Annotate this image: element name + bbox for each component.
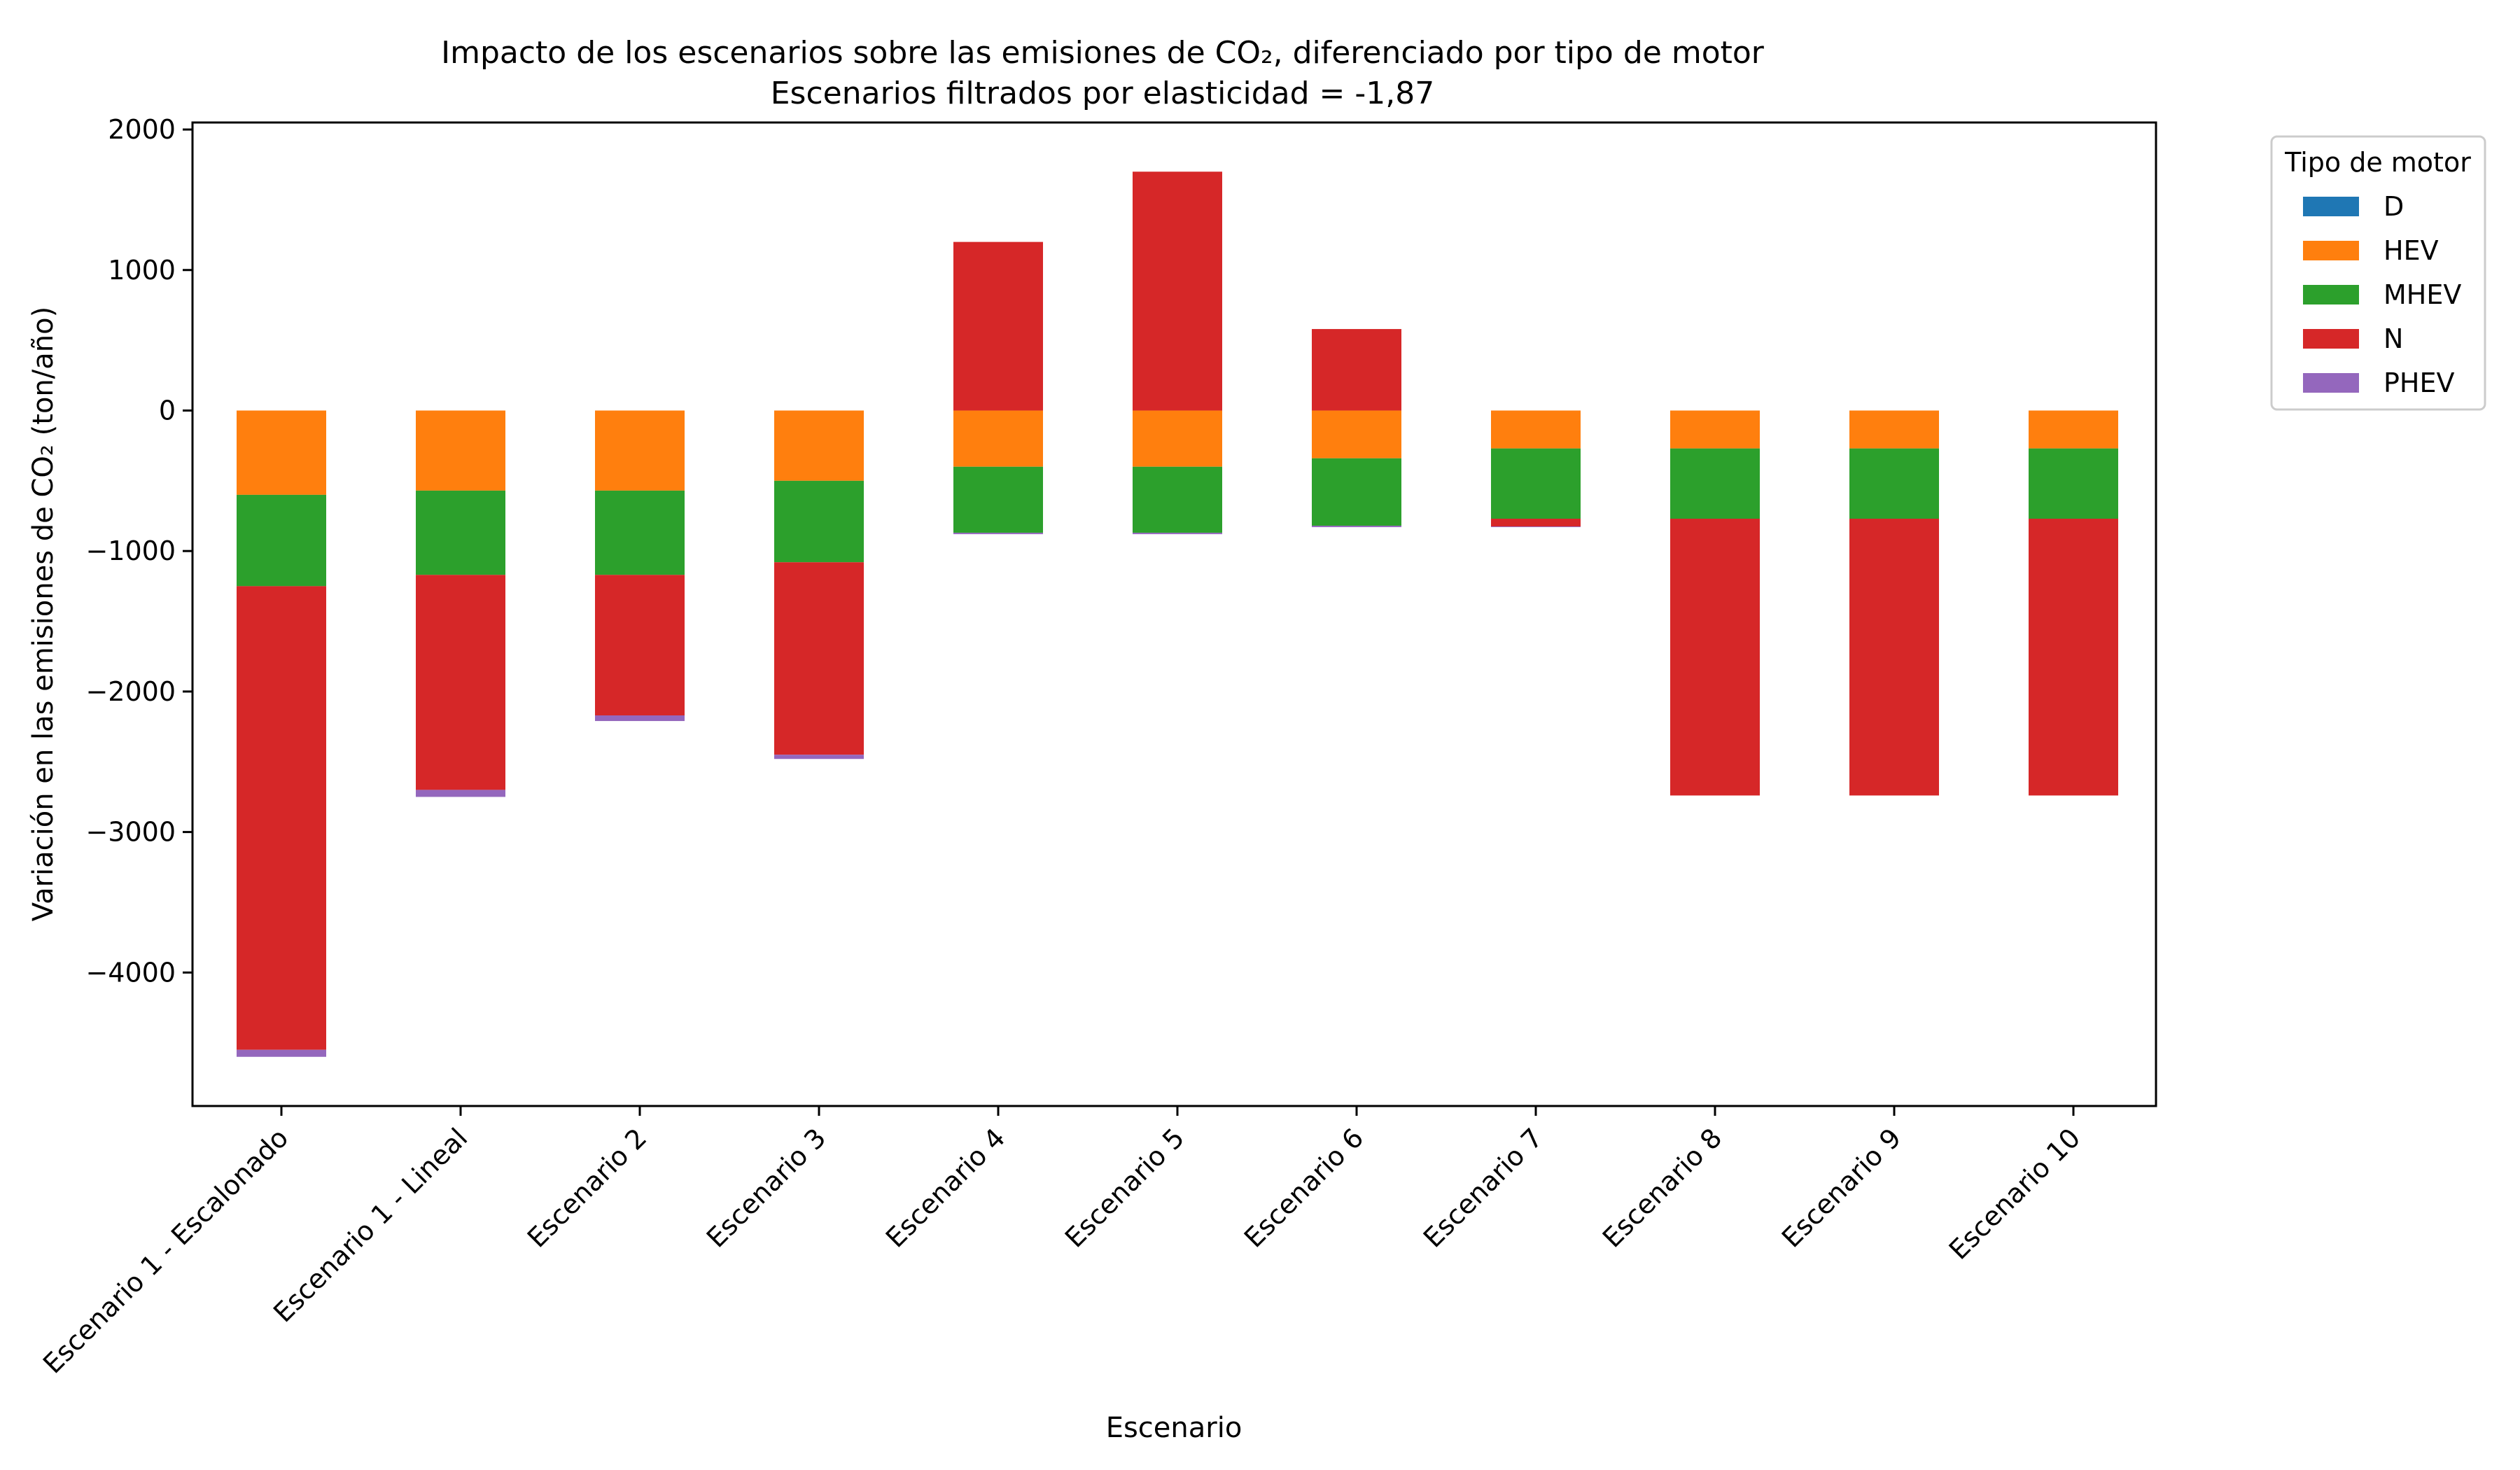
x-tick-label: Escenario 2 [522,1122,652,1253]
bar-hev-5 [953,410,1043,467]
bar-phev-1 [237,1049,326,1057]
bar-mhev-7 [1312,458,1401,526]
bar-mhev-5 [953,466,1043,533]
legend-label-hev: HEV [2384,235,2439,266]
plot-frame [191,121,2157,1107]
x-tick-label: Escenario 8 [1597,1122,1728,1253]
bar-mhev-8 [1491,448,1581,519]
y-tick-label: 1000 [108,255,176,286]
x-tick-label: Escenario 6 [1238,1122,1369,1253]
bar-hev-9 [1670,410,1760,449]
bar-hev-2 [416,410,505,491]
bar-phev-7 [1312,526,1401,528]
bar-n-2 [416,575,505,790]
bar-hev-11 [2029,410,2118,449]
legend-label-n: N [2384,323,2403,354]
bar-phev-5 [953,533,1043,535]
legend-title: Tipo de motor [2284,147,2471,178]
bar-n-3 [595,575,685,716]
legend-label-phev: PHEV [2384,368,2455,398]
bar-mhev-10 [1849,448,1939,519]
bar-mhev-11 [2029,448,2118,519]
bar-hev-7 [1312,410,1401,458]
bar-n-1 [237,586,326,1050]
bar-mhev-1 [237,494,326,587]
bar-mhev-3 [595,490,685,575]
bar-hev-4 [774,410,864,481]
y-tick-label: −1000 [85,536,176,566]
legend-swatch-hev [2303,241,2359,260]
y-tick-label: −2000 [85,676,176,707]
bar-n-8 [1491,519,1581,527]
y-axis: 2000 1000 0 −1000 −2000 −3000 −4000 [85,114,192,988]
bar-mhev-2 [416,490,505,575]
y-tick-label: −4000 [85,957,176,988]
bar-mhev-6 [1133,466,1222,533]
x-tick-label: Escenario 5 [1059,1122,1190,1253]
x-tick-label: Escenario 3 [701,1122,832,1253]
x-tick-label: Escenario 7 [1418,1122,1548,1253]
bar-n-9 [1670,519,1760,796]
legend-swatch-phev [2303,373,2359,393]
legend-swatch-d [2303,197,2359,216]
bar-phev-2 [416,790,505,797]
chart-title: Impacto de los escenarios sobre las emis… [441,35,1765,71]
bar-n-7 [1312,329,1401,411]
x-axis-label: Escenario [1106,1412,1242,1444]
bar-n-11 [2029,519,2118,796]
bar-phev-3 [595,715,685,722]
bar-n-4 [774,562,864,755]
x-tick-label: Escenario 4 [880,1122,1011,1253]
legend-items: D HEV MHEV N PHEV [2303,191,2461,398]
bar-hev-8 [1491,410,1581,449]
bar-hev-1 [237,410,326,495]
bar-hev-10 [1849,410,1939,449]
bars-layer [237,172,2118,1057]
y-tick-label: 0 [159,395,176,426]
bar-phev-6 [1133,533,1222,535]
legend-label-mhev: MHEV [2384,279,2461,310]
y-axis-label: Variación en las emisiones de CO₂ (ton/a… [27,307,59,921]
bar-mhev-9 [1670,448,1760,519]
bar-mhev-4 [774,480,864,563]
y-tick-label: −3000 [85,817,176,848]
bar-phev-8 [1491,526,1581,528]
bar-n-5 [953,241,1043,411]
bar-hev-3 [595,410,685,491]
x-tick-label: Escenario 1 - Escalonado [37,1122,294,1379]
x-tick-label: Escenario 1 - Lineal [267,1122,473,1328]
y-tick-label: 2000 [108,114,176,145]
bar-hev-6 [1133,410,1222,467]
legend-swatch-n [2303,329,2359,349]
bar-n-6 [1133,172,1222,411]
legend-label-d: D [2384,191,2404,222]
legend: Tipo de motor D HEV MHEV N PHEV [2270,135,2486,411]
chart-subtitle: Escenarios filtrados por elasticidad = -… [771,76,1435,111]
x-tick-label: Escenario 9 [1776,1122,1907,1253]
x-tick-label: Escenario 10 [1943,1122,2087,1266]
legend-swatch-mhev [2303,285,2359,304]
bar-phev-4 [774,755,864,760]
bar-n-10 [1849,519,1939,796]
